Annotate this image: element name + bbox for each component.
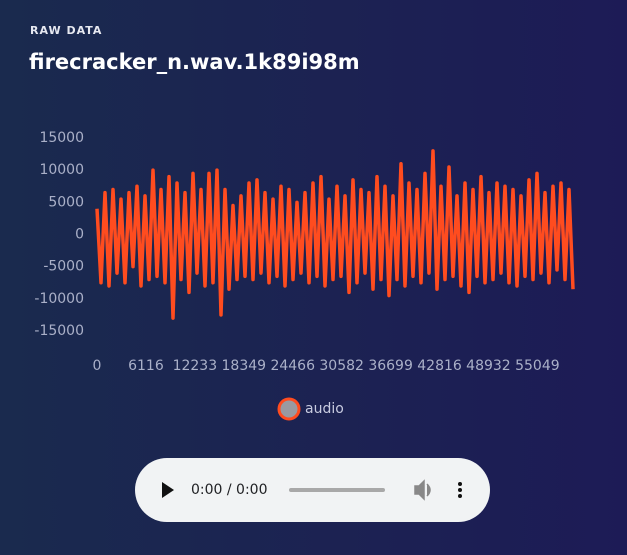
x-tick-label: 55049 — [515, 358, 560, 374]
volume-button[interactable] — [414, 479, 431, 501]
x-tick-label: 0 — [93, 358, 102, 374]
y-tick-label: 0 — [75, 227, 84, 243]
legend-item[interactable]: audio — [277, 397, 344, 421]
y-tick-label: -5000 — [43, 259, 84, 275]
x-tick-label: 6116 — [128, 358, 164, 374]
progress-bar[interactable] — [289, 488, 385, 492]
section-label: RAW DATA — [30, 24, 102, 37]
x-tick-label: 48932 — [466, 358, 511, 374]
title: firecracker_n.wav.1k89i98m — [29, 50, 360, 74]
waveform-line — [95, 149, 575, 320]
y-tick-label: 5000 — [48, 194, 84, 210]
menu-button[interactable] — [458, 482, 462, 498]
y-tick-label: 15000 — [39, 130, 84, 146]
y-tick-label: -10000 — [34, 291, 84, 307]
time-display: 0:00 / 0:00 — [191, 482, 268, 498]
chart: -15000 -10000 -5000 0 5000 10000 15000 0 6116 122… — [34, 130, 575, 374]
play-button[interactable] — [162, 482, 174, 498]
audio-player: 0:00 / 0:00 — [135, 458, 490, 522]
x-tick-label: 30582 — [319, 358, 364, 374]
x-tick-label: 18349 — [222, 358, 267, 374]
x-tick-label: 42816 — [417, 358, 462, 374]
y-tick-label: -15000 — [34, 323, 84, 339]
y-tick-label: 10000 — [39, 162, 84, 178]
legend-marker[interactable] — [277, 397, 301, 421]
x-tick-label: 12233 — [173, 358, 218, 374]
x-tick-label: 24466 — [270, 358, 315, 374]
x-tick-label: 36699 — [368, 358, 413, 374]
legend-label[interactable]: audio — [305, 401, 344, 417]
